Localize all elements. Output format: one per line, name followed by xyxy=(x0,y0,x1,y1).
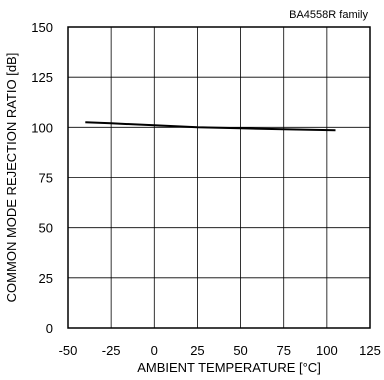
x-tick-label: 125 xyxy=(359,343,381,358)
y-tick-labels: 0 25 50 75 100 125 150 xyxy=(31,20,53,336)
y-tick-label: 75 xyxy=(39,171,53,186)
plot-frame xyxy=(67,26,371,329)
y-axis-label: COMMON MODE REJECTION RATIO [dB] xyxy=(4,53,19,303)
x-axis-label: AMBIENT TEMPERATURE [°C] xyxy=(137,360,321,375)
y-tick-label: 25 xyxy=(39,271,53,286)
x-tick-label: -25 xyxy=(102,343,121,358)
x-tick-labels: -50 -25 0 25 50 75 100 125 xyxy=(59,343,381,358)
y-tick-label: 50 xyxy=(39,221,53,236)
x-tick-label: 25 xyxy=(190,343,204,358)
grid xyxy=(67,26,371,329)
chart-annotation: BA4558R family xyxy=(289,9,368,21)
x-tick-label: 100 xyxy=(316,343,338,358)
series-group xyxy=(85,121,336,132)
x-tick-label: 0 xyxy=(151,343,158,358)
x-tick-label: 50 xyxy=(233,343,247,358)
y-tick-label: 0 xyxy=(46,321,53,336)
x-tick-label: -50 xyxy=(59,343,78,358)
y-tick-label: 125 xyxy=(31,70,53,85)
y-tick-label: 150 xyxy=(31,20,53,35)
y-tick-label: 100 xyxy=(31,120,53,135)
series-line xyxy=(85,121,336,132)
x-tick-label: 75 xyxy=(276,343,290,358)
